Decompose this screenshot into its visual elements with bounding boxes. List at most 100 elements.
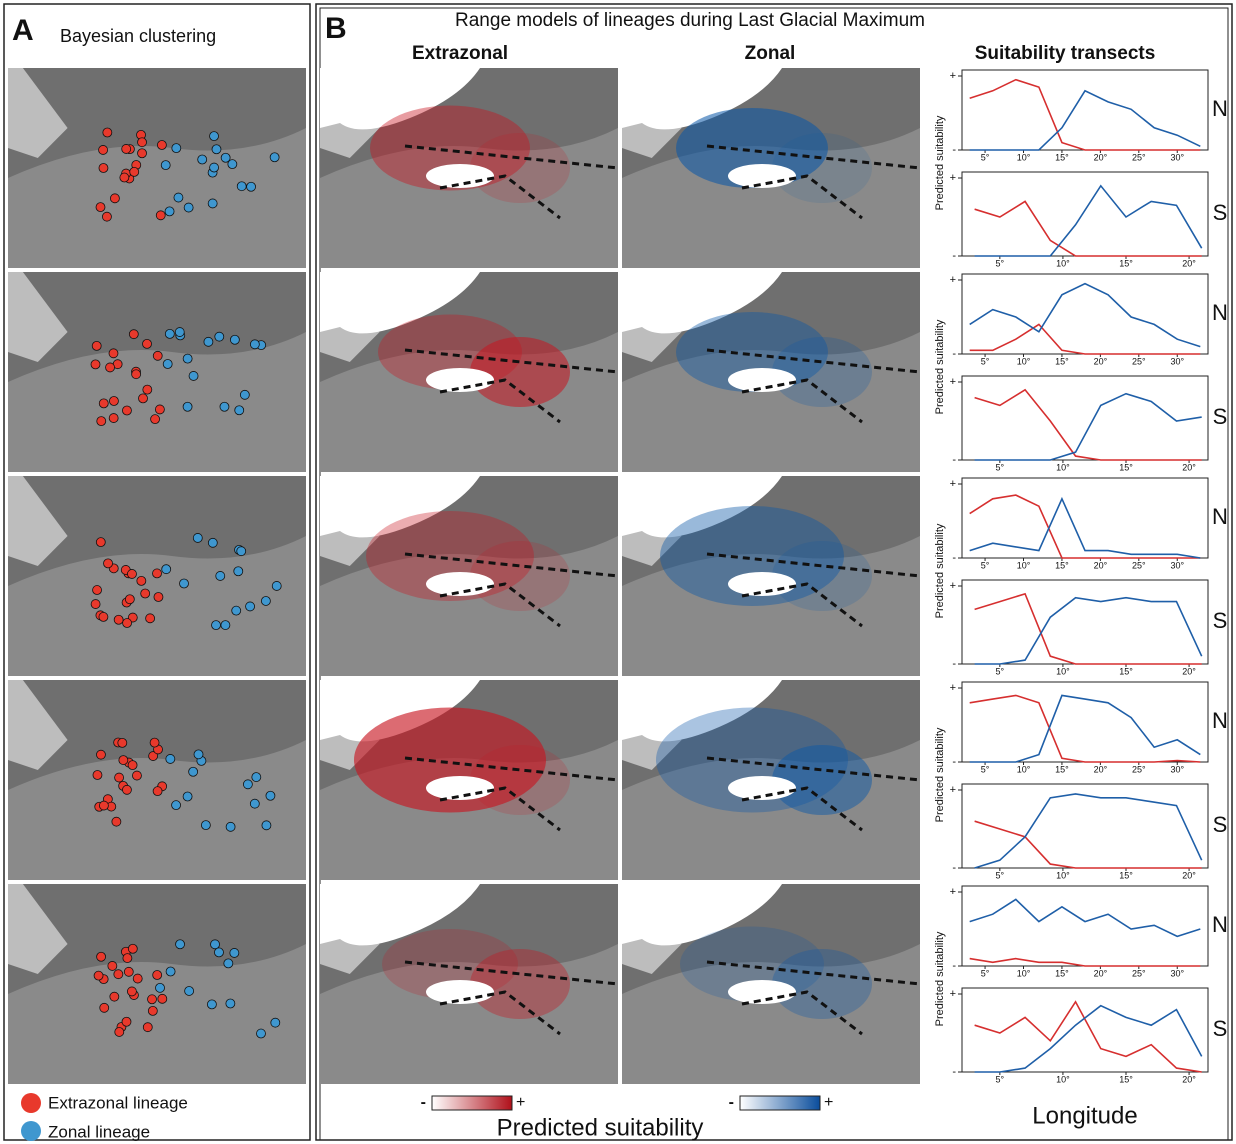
transect-label: S [1213, 200, 1228, 225]
y-axis-title: Predicted suitability [934, 523, 946, 618]
sample-site [256, 1028, 266, 1039]
chart-frame [961, 579, 1209, 665]
x-axis-title: Longitude [1032, 1102, 1137, 1129]
sample-site [98, 398, 109, 409]
x-tick-label: 10° [1017, 560, 1031, 570]
sample-site [206, 999, 217, 1010]
x-tick-label: 15° [1119, 462, 1133, 472]
sample-site [136, 575, 147, 586]
map-land [8, 272, 68, 362]
y-tick-label: - [952, 144, 956, 156]
sample-site [131, 369, 142, 380]
sample-site [165, 966, 176, 977]
transect-curve [969, 78, 1201, 151]
sample-site [147, 994, 157, 1005]
transect-curve [974, 184, 1203, 257]
transect-line [741, 582, 863, 628]
sample-site [234, 405, 245, 416]
x-tick-label: 15° [1055, 152, 1069, 162]
sample-site [127, 760, 138, 771]
transect-label: N [1212, 708, 1228, 733]
x-tick-label: 30° [1170, 356, 1184, 366]
y-tick-label: + [950, 886, 956, 898]
sample-site [127, 943, 138, 954]
sample-site [182, 791, 193, 802]
ice-sheet [320, 680, 480, 742]
map-land [8, 536, 306, 676]
sample-site [219, 401, 230, 412]
x-tick-label: 10° [1017, 152, 1031, 162]
transect-label: S [1213, 608, 1228, 633]
sample-site [214, 331, 225, 342]
colorbar-label: + [824, 1094, 833, 1111]
transect-curve [974, 388, 1202, 461]
x-tick-label: 30° [1170, 968, 1184, 978]
alps [426, 368, 494, 392]
y-tick-label: - [952, 552, 956, 564]
sample-site [121, 144, 132, 154]
sample-site [114, 1027, 125, 1037]
sample-site [122, 405, 132, 416]
x-tick-label: 30° [1170, 560, 1184, 570]
sample-site [155, 210, 166, 221]
sample-site [229, 334, 240, 345]
x-tick-label: 30° [1170, 764, 1184, 774]
sample-site [260, 596, 271, 606]
sample-site [92, 770, 103, 780]
transect-label: N [1212, 504, 1228, 529]
transect-label: S [1213, 404, 1228, 429]
y-axis-title: Predicted suitability [934, 319, 946, 414]
sample-site [207, 198, 218, 209]
sample-site [95, 202, 106, 212]
sample-site [91, 341, 102, 351]
sample-site [175, 939, 185, 950]
transect-curve [974, 820, 1202, 869]
x-tick-label: 10° [1056, 1074, 1070, 1084]
sample-site [156, 140, 167, 150]
map-land [622, 740, 920, 880]
map-land [622, 944, 920, 1084]
suitability-area [656, 707, 848, 813]
sample-site [231, 605, 242, 616]
transect-curve [974, 596, 1203, 665]
legend-label: Extrazonal lineage [48, 1093, 188, 1112]
sample-site [215, 571, 226, 581]
chart-frame [961, 681, 1209, 763]
sample-site [149, 737, 160, 748]
sample-site [142, 1022, 153, 1033]
sample-site [182, 353, 193, 364]
suitability-area [470, 949, 570, 1019]
alps [728, 572, 796, 596]
transect-curve [974, 1004, 1203, 1073]
sample-site [119, 172, 130, 183]
ice-sheet [320, 272, 480, 334]
sample-site [210, 939, 220, 950]
suitability-area [470, 745, 570, 815]
chart-frame [961, 273, 1209, 355]
y-tick-label: + [950, 274, 956, 286]
sample-site [152, 970, 163, 980]
transect-curve [974, 793, 1203, 869]
sample-site [127, 986, 137, 997]
sample-site [239, 389, 250, 400]
sample-site [152, 350, 163, 361]
alps [728, 164, 796, 188]
x-tick-label: 20° [1094, 968, 1108, 978]
sample-site [225, 821, 236, 832]
sample-site [98, 612, 109, 622]
y-axis-title: Predicted suitability [934, 115, 946, 210]
sample-site [249, 798, 260, 809]
sample-site [183, 202, 194, 213]
sample-site [107, 961, 118, 971]
transect-line [439, 582, 561, 628]
alps [728, 980, 796, 1004]
x-tick-label: 25° [1132, 152, 1146, 162]
chart-frame [961, 171, 1209, 257]
x-tick-label: 25° [1132, 356, 1146, 366]
chart-frame [961, 783, 1209, 869]
colorbar-label: - [729, 1094, 734, 1111]
x-tick-label: 5° [996, 462, 1005, 472]
x-tick-label: 25° [1132, 968, 1146, 978]
sample-site [165, 754, 176, 764]
map-land [622, 536, 920, 676]
